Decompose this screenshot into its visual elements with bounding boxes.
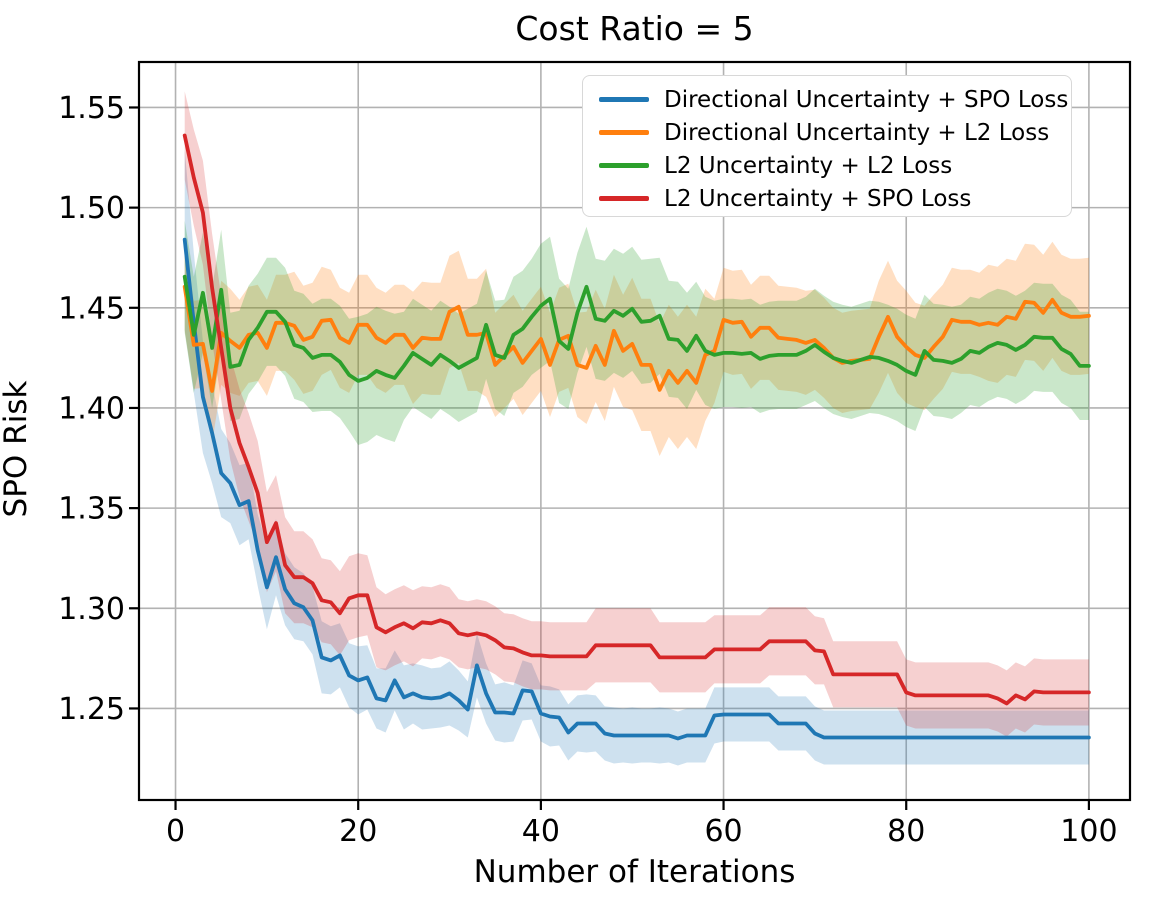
y-tick-label: 1.40	[58, 391, 125, 426]
legend-item: Directional Uncertainty + L2 Loss	[595, 116, 1071, 149]
legend-item: Directional Uncertainty + SPO Loss	[595, 83, 1071, 116]
chart-title: Cost Ratio = 5	[515, 9, 754, 48]
y-tick-label: 1.25	[58, 692, 125, 727]
y-tick-label: 1.35	[58, 492, 125, 527]
x-axis-label: Number of Iterations	[473, 854, 796, 890]
y-tick-label: 1.55	[58, 91, 125, 126]
confidence-band-1	[184, 241, 1089, 456]
x-tick-label: 0	[166, 814, 185, 849]
legend-line-swatch	[599, 163, 649, 168]
y-tick-label: 1.30	[58, 592, 125, 627]
x-tick-label: 20	[339, 814, 377, 849]
legend-line-swatch	[599, 97, 649, 102]
legend-line-swatch	[599, 196, 649, 201]
series-line-1	[182, 284, 1091, 393]
legend-label: L2 Uncertainty + SPO Loss	[664, 185, 972, 212]
y-axis-label: SPO Risk	[0, 380, 34, 518]
x-tick-label: 80	[887, 814, 925, 849]
plot-frame	[137, 60, 1132, 802]
y-tick-label: 1.50	[58, 191, 125, 226]
legend-label: Directional Uncertainty + SPO Loss	[664, 86, 1069, 113]
legend-item: L2 Uncertainty + SPO Loss	[595, 182, 1071, 215]
x-tick-label: 40	[522, 814, 560, 849]
series-line-3	[182, 133, 1091, 706]
confidence-band-2	[184, 220, 1089, 445]
legend-line-swatch	[599, 130, 649, 135]
legend-item: L2 Uncertainty + L2 Loss	[595, 149, 1071, 182]
legend-label: Directional Uncertainty + L2 Loss	[664, 119, 1050, 146]
confidence-band-3	[184, 91, 1089, 737]
x-tick-label: 100	[1060, 814, 1117, 849]
legend-label: L2 Uncertainty + L2 Loss	[664, 152, 953, 179]
y-tick-label: 1.45	[58, 291, 125, 326]
series-line-2	[182, 274, 1091, 383]
x-tick-label: 60	[704, 814, 742, 849]
legend: Directional Uncertainty + SPO Loss Direct…	[582, 75, 1072, 217]
series-line-0	[182, 237, 1091, 741]
